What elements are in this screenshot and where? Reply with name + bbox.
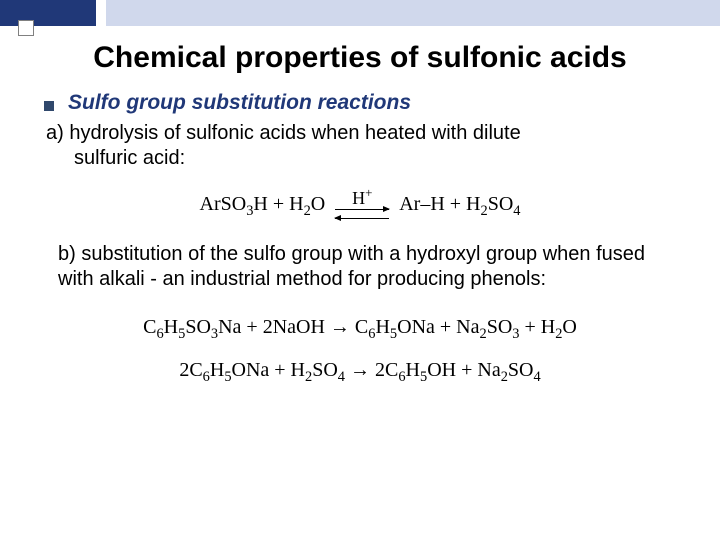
- item-a-line1: hydrolysis of sulfonic acids when heated…: [69, 122, 520, 144]
- double-arrow: [335, 208, 389, 220]
- accent-gap: [96, 0, 106, 26]
- equilibrium-arrow-icon: H+: [335, 189, 389, 220]
- equation-block-2: C6H5SO3Na + 2NaOH → C6H5ONa + Na2SO3 + H…: [40, 316, 680, 382]
- equation-1-wrap: ArSO3H + H2O H+ Ar–H + H2SO4: [40, 189, 680, 220]
- top-accent-bar: [0, 0, 720, 26]
- equation-1: ArSO3H + H2O H+ Ar–H + H2SO4: [200, 189, 521, 220]
- item-a-label: a): [46, 122, 64, 144]
- bullet-text: Sulfo group substitution reactions: [68, 91, 411, 115]
- slide-title: Chemical properties of sulfonic acids: [40, 40, 680, 75]
- eq1-rhs: Ar–H + H2SO4: [399, 193, 520, 216]
- equation-3: 2C6H5ONa + H2SO4 → 2C6H5OH + Na2SO4: [179, 359, 540, 382]
- bullet-item: Sulfo group substitution reactions: [44, 91, 680, 115]
- accent-light-segment: [106, 0, 720, 26]
- item-b-text: b) substitution of the sulfo group with …: [58, 242, 650, 292]
- bullet-square-icon: [44, 101, 54, 111]
- item-a-line2: sulfuric acid:: [46, 146, 660, 171]
- accent-dark-segment: [0, 0, 96, 26]
- eq1-lhs: ArSO3H + H2O: [200, 193, 326, 216]
- slide-body: Chemical properties of sulfonic acids Su…: [0, 26, 720, 540]
- item-a-text: a) hydrolysis of sulfonic acids when hea…: [46, 121, 680, 171]
- equation-2: C6H5SO3Na + 2NaOH → C6H5ONa + Na2SO3 + H…: [143, 316, 577, 339]
- eq1-catalyst: H+: [352, 189, 372, 207]
